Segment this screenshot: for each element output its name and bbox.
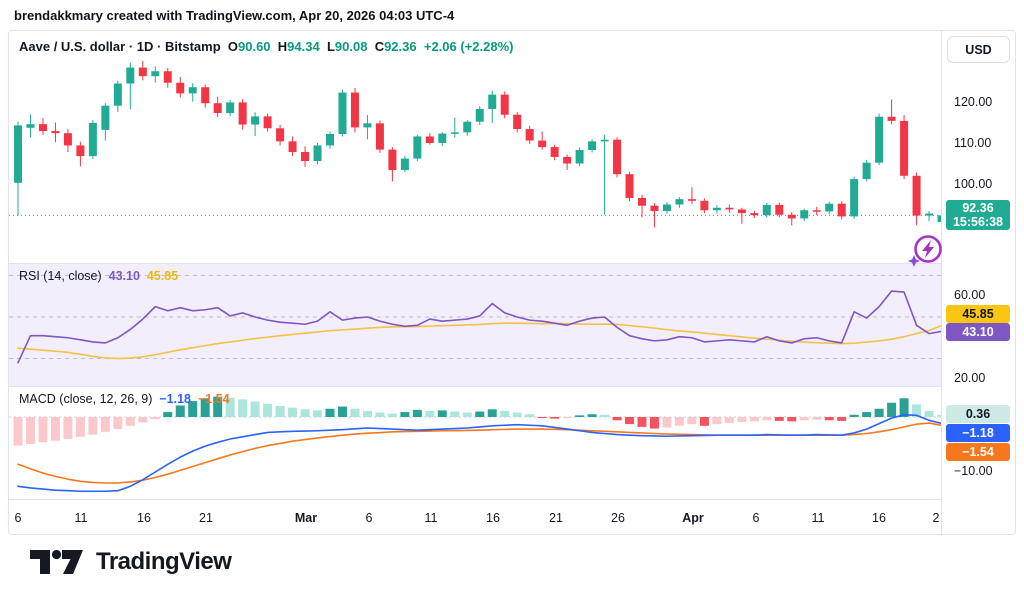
low-value: 90.08: [334, 39, 368, 54]
high-label: H: [277, 39, 288, 54]
attribution-text: brendakkmary created with TradingView.co…: [14, 8, 455, 23]
rsi-canvas[interactable]: [9, 264, 941, 386]
chart-widget: Aave / U.S. dollar · 1D · Bitstamp O90.6…: [8, 30, 1016, 536]
rsi-ma-value: 45.85: [146, 269, 179, 283]
legend-separator: ·: [157, 39, 162, 54]
symbol-title: Aave / U.S. dollar: [19, 39, 126, 54]
time-tick: 6: [752, 511, 760, 525]
macd-value: −1.18: [159, 392, 191, 406]
time-tick: Apr: [682, 511, 704, 525]
low-label: L: [326, 39, 335, 54]
exchange-label: Bitstamp: [165, 39, 221, 54]
price-axis-label: 100.00: [954, 177, 993, 191]
currency-button[interactable]: USD: [947, 36, 1010, 63]
legend-separator: ·: [128, 39, 134, 54]
time-tick: Mar: [294, 511, 318, 525]
macd-canvas[interactable]: [9, 387, 941, 499]
price-axis-label: 110.00: [954, 136, 992, 150]
price-axis-label: 120.00: [954, 95, 993, 109]
rsi-pane[interactable]: RSI (14, close) 43.10 45.85: [9, 263, 941, 386]
tradingview-logo-icon: [30, 549, 83, 574]
open-value: 90.60: [238, 39, 271, 54]
open-label: O: [227, 39, 238, 54]
time-tick: 21: [199, 511, 213, 525]
macd-signal-badge: −1.54: [946, 443, 1010, 461]
time-tick: 16: [872, 511, 886, 525]
time-tick: 11: [74, 511, 88, 525]
rsi-legend: RSI (14, close) 43.10 45.85: [19, 269, 178, 283]
last-price-badge: 92.36 15:56:38: [946, 200, 1010, 230]
time-tick: 16: [486, 511, 500, 525]
price-scale-axis[interactable]: USD 120.00 110.00 100.00 92.36 15:56:38 …: [941, 31, 1015, 536]
tradingview-logo-text: TradingView: [96, 548, 232, 575]
rsi-ma-badge: 45.85: [946, 305, 1010, 323]
macd-signal-value: −1.54: [197, 392, 230, 406]
rsi-axis-label: 20.00: [954, 371, 986, 385]
change-value: +2.06 (+2.28%): [423, 39, 514, 54]
time-tick: 6: [14, 511, 22, 525]
flash-trade-icon[interactable]: [906, 231, 948, 271]
rsi-value: 43.10: [108, 269, 140, 283]
time-axis[interactable]: 6 11 16 21 Mar 6 11 16 21 26 Apr 6 11 16 2: [9, 499, 941, 536]
macd-legend: MACD (close, 12, 26, 9) −1.18 −1.54: [19, 392, 230, 406]
time-tick: 6: [365, 511, 373, 525]
candlestick-canvas[interactable]: [9, 31, 941, 263]
rsi-axis-label: 60.00: [954, 288, 986, 302]
time-tick: 16: [137, 511, 151, 525]
close-label: C: [374, 39, 385, 54]
tradingview-footer[interactable]: TradingView: [28, 548, 232, 576]
macd-label: MACD (close, 12, 26, 9): [19, 392, 153, 406]
time-tick: 26: [611, 511, 625, 525]
last-price-value: 92.36: [962, 201, 994, 215]
price-pane[interactable]: Aave / U.S. dollar · 1D · Bitstamp O90.6…: [9, 31, 941, 263]
symbol-legend: Aave / U.S. dollar · 1D · Bitstamp O90.6…: [19, 39, 513, 54]
rsi-badge: 43.10: [946, 323, 1010, 341]
time-tick: 11: [424, 511, 438, 525]
interval-label: 1D: [136, 39, 154, 54]
time-tick: 11: [811, 511, 825, 525]
macd-line-badge: −1.18: [946, 424, 1010, 442]
macd-axis-label: −10.00: [954, 464, 993, 478]
time-tick: 21: [549, 511, 563, 525]
macd-hist-badge: 0.36: [946, 405, 1010, 423]
bar-countdown: 15:56:38: [952, 215, 1004, 229]
high-value: 94.34: [287, 39, 320, 54]
close-value: 92.36: [384, 39, 417, 54]
rsi-label: RSI (14, close): [19, 269, 102, 283]
time-tick: 2: [932, 511, 940, 525]
macd-pane[interactable]: MACD (close, 12, 26, 9) −1.18 −1.54: [9, 386, 941, 499]
